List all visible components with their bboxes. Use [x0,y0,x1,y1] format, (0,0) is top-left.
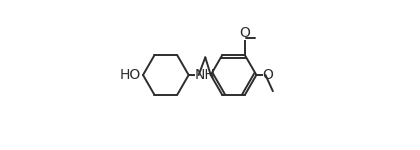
Text: NH: NH [194,68,215,82]
Text: O: O [262,68,273,82]
Text: O: O [239,26,250,40]
Text: HO: HO [120,68,141,82]
